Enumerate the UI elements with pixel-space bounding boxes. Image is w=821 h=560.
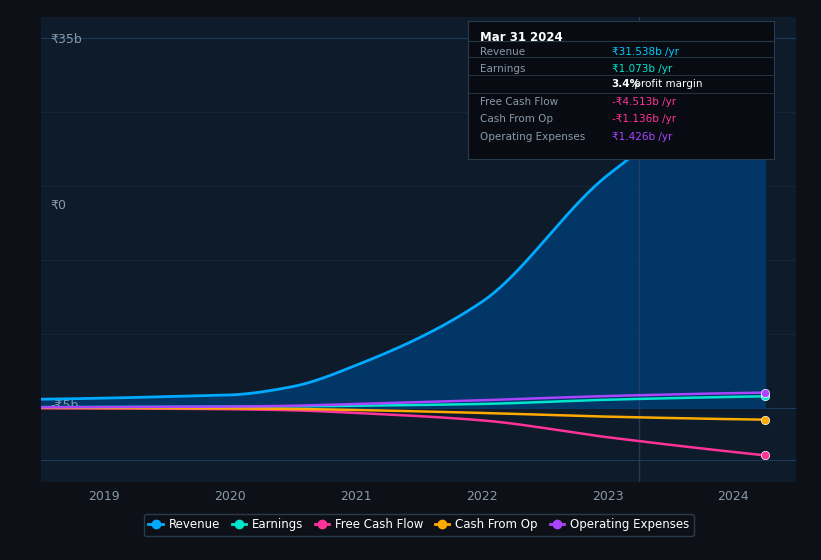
Text: ₹35b: ₹35b [50, 33, 82, 46]
Text: ₹1.426b /yr: ₹1.426b /yr [612, 132, 672, 142]
Text: -₹5b: -₹5b [50, 398, 79, 412]
Text: Earnings: Earnings [480, 64, 525, 74]
Text: ₹0: ₹0 [50, 199, 67, 212]
Text: Mar 31 2024: Mar 31 2024 [480, 31, 562, 44]
Text: profit margin: profit margin [631, 79, 703, 89]
Text: -₹1.136b /yr: -₹1.136b /yr [612, 114, 676, 124]
Text: Cash From Op: Cash From Op [480, 114, 553, 124]
Legend: Revenue, Earnings, Free Cash Flow, Cash From Op, Operating Expenses: Revenue, Earnings, Free Cash Flow, Cash … [144, 514, 694, 536]
Text: ₹1.073b /yr: ₹1.073b /yr [612, 64, 672, 74]
Text: Free Cash Flow: Free Cash Flow [480, 97, 558, 106]
Text: ₹31.538b /yr: ₹31.538b /yr [612, 47, 679, 57]
Text: -₹4.513b /yr: -₹4.513b /yr [612, 97, 676, 106]
Text: Operating Expenses: Operating Expenses [480, 132, 585, 142]
Text: 3.4%: 3.4% [612, 79, 640, 89]
Text: Revenue: Revenue [480, 47, 525, 57]
